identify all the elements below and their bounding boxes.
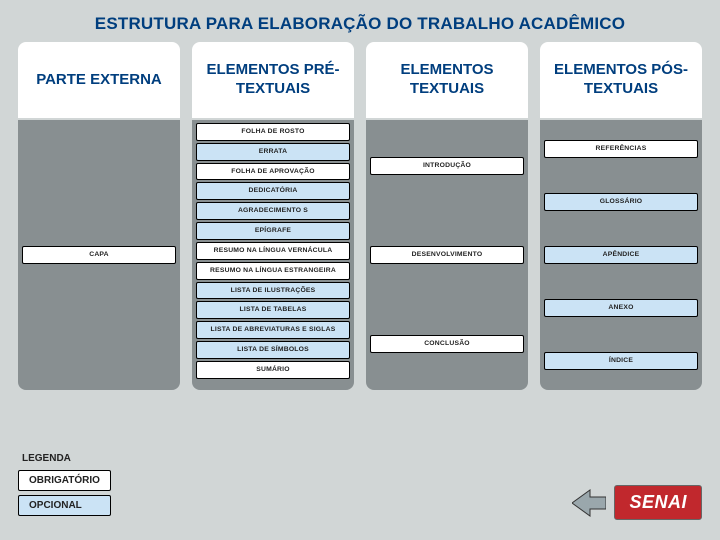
col-body-pre: FOLHA DE ROSTO ERRATA FOLHA DE APROVAÇÃO… xyxy=(192,120,354,390)
item-sumario: SUMÁRIO xyxy=(196,361,350,379)
col-body-externa: CAPA xyxy=(18,120,180,390)
column-parte-externa: PARTE EXTERNA CAPA xyxy=(18,42,180,390)
item-capa: CAPA xyxy=(22,246,176,264)
item-glossario: GLOSSÁRIO xyxy=(544,193,698,211)
item-resumo-estr: RESUMO NA LÍNGUA ESTRANGEIRA xyxy=(196,262,350,280)
item-indice: ÍNDICE xyxy=(544,352,698,370)
item-lista-tab: LISTA DE TABELAS xyxy=(196,301,350,319)
item-epigrafe: EPÍGRAFE xyxy=(196,222,350,240)
senai-logo: SENAI xyxy=(614,485,702,520)
item-folha-rosto: FOLHA DE ROSTO xyxy=(196,123,350,141)
item-lista-abrev: LISTA DE ABREVIATURAS E SIGLAS xyxy=(196,321,350,339)
columns-container: PARTE EXTERNA CAPA ELEMENTOS PRÉ-TEXTUAI… xyxy=(0,42,720,390)
legend-optional: OPCIONAL xyxy=(18,495,111,516)
item-introducao: INTRODUÇÃO xyxy=(370,157,524,175)
item-apendice: APÊNDICE xyxy=(544,246,698,264)
column-pre-textuais: ELEMENTOS PRÉ-TEXTUAIS FOLHA DE ROSTO ER… xyxy=(192,42,354,390)
col-header-pos: ELEMENTOS PÓS-TEXTUAIS xyxy=(540,42,702,118)
page-title: ESTRUTURA PARA ELABORAÇÃO DO TRABALHO AC… xyxy=(0,0,720,42)
legend-title: LEGENDA xyxy=(18,451,111,466)
item-lista-ilustr: LISTA DE ILUSTRAÇÕES xyxy=(196,282,350,300)
col-header-text: ELEMENTOS TEXTUAIS xyxy=(366,42,528,118)
legend: LEGENDA OBRIGATÓRIO OPCIONAL xyxy=(18,451,111,516)
item-errata: ERRATA xyxy=(196,143,350,161)
item-dedicatoria: DEDICATÓRIA xyxy=(196,182,350,200)
item-agradecimentos: AGRADECIMENTO S xyxy=(196,202,350,220)
arrow-left-icon xyxy=(572,488,606,518)
item-resumo-vern: RESUMO NA LÍNGUA VERNÁCULA xyxy=(196,242,350,260)
item-anexo: ANEXO xyxy=(544,299,698,317)
col-header-externa: PARTE EXTERNA xyxy=(18,42,180,118)
back-button[interactable] xyxy=(572,488,606,518)
column-pos-textuais: ELEMENTOS PÓS-TEXTUAIS REFERÊNCIAS GLOSS… xyxy=(540,42,702,390)
item-folha-aprov: FOLHA DE APROVAÇÃO xyxy=(196,163,350,181)
item-conclusao: CONCLUSÃO xyxy=(370,335,524,353)
col-body-text: INTRODUÇÃO DESENVOLVIMENTO CONCLUSÃO xyxy=(366,120,528,390)
item-lista-simb: LISTA DE SÍMBOLOS xyxy=(196,341,350,359)
item-referencias: REFERÊNCIAS xyxy=(544,140,698,158)
column-textuais: ELEMENTOS TEXTUAIS INTRODUÇÃO DESENVOLVI… xyxy=(366,42,528,390)
col-body-pos: REFERÊNCIAS GLOSSÁRIO APÊNDICE ANEXO ÍND… xyxy=(540,120,702,390)
footer-logo-area: SENAI xyxy=(572,485,702,520)
col-header-pre: ELEMENTOS PRÉ-TEXTUAIS xyxy=(192,42,354,118)
legend-mandatory: OBRIGATÓRIO xyxy=(18,470,111,491)
item-desenvolvimento: DESENVOLVIMENTO xyxy=(370,246,524,264)
